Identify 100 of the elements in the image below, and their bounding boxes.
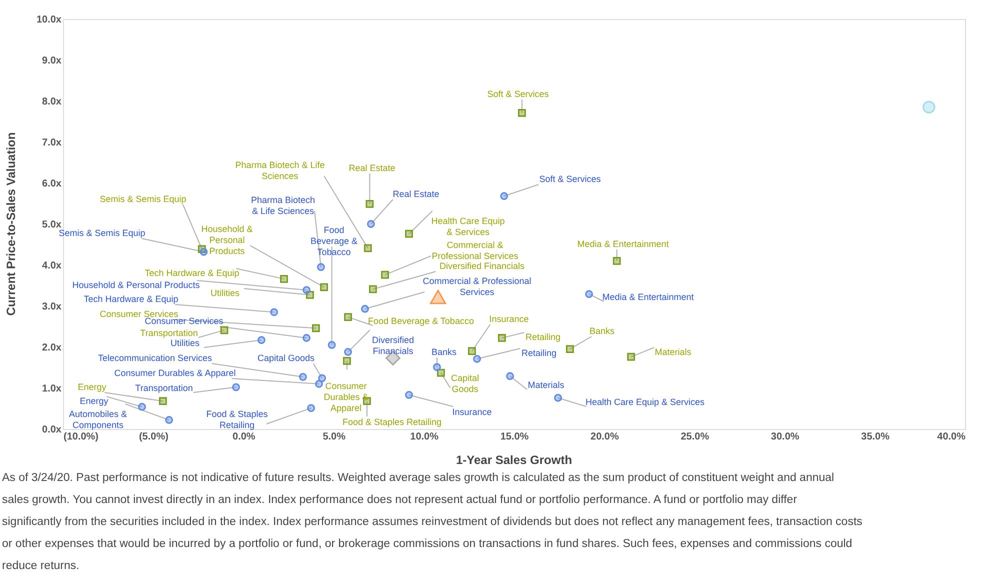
y-tick-label: 4.0x [42,260,62,272]
annotation: Insurance [489,314,529,324]
point [433,363,441,372]
annotation: Banks [589,326,616,336]
x-tick-label: 40.0% [937,432,966,442]
point [430,290,446,304]
point [232,383,240,392]
annotation: Tech Hardware & Equip [144,268,240,278]
annotation: Commercial & Professional Services [422,276,532,297]
y-tick-label: 10.0x [36,14,62,26]
x-axis-title: 1-Year Sales Growth [456,453,572,467]
annotation: Pharma Biotech & Life Sciences [250,195,316,216]
annotation: Real Estate [392,189,440,199]
point [344,348,352,356]
point [585,290,593,298]
point [270,308,278,316]
point [367,220,375,228]
point [364,244,372,252]
annotation: Energy [78,382,107,392]
x-tick-label: 10.0% [410,432,439,442]
y-tick-label: 0.0x [42,424,62,436]
point [317,263,325,271]
point [344,313,352,322]
point [298,372,307,381]
point [328,341,336,349]
x-tick-label: 25.0% [680,432,710,442]
point [405,230,413,238]
point [302,334,310,342]
annotation: Retailing [521,348,557,358]
y-tick-label: 9.0x [42,56,62,66]
point [258,336,266,344]
point [437,368,445,377]
x-tick-label: 15.0% [500,432,529,442]
x-tick-label: (10.0%) [64,432,99,442]
x-tick-label: 0.0% [232,432,256,442]
annotation: Energy [80,396,109,406]
annotation: Consumer Durables & Apparel [324,381,368,413]
annotation: Telecommunication Services [98,353,213,363]
annotation: Media & Entertainment [602,292,694,302]
x-tick-label: 5.0% [322,432,346,442]
y-tick-label: 7.0x [42,138,62,148]
annotation: Diversified Financials [372,335,414,356]
x-tick-label: 30.0% [770,432,800,442]
annotation: Consumer Services [144,316,224,326]
annotation: Household & Personal Products [72,280,200,290]
y-tick-label: 1.0x [42,384,62,394]
y-tick-label: 2.0x [42,342,62,354]
annotation: Insurance [452,407,492,417]
annotation: Transportation [135,383,193,393]
point [159,397,167,406]
y-tick-label: 6.0x [42,178,62,190]
point [318,374,326,382]
point [922,100,936,114]
annotation: Household & Personal Products [201,224,253,256]
annotation: Retailing [525,332,561,342]
annotation: Food & Staples Retailing [342,417,442,427]
annotation: Soft & Services [539,174,602,184]
point [343,357,351,365]
annotation: Health Care Equip & Services [585,397,706,407]
point [302,286,310,294]
point [627,352,636,361]
y-tick-label: 8.0x [42,96,62,108]
annotation: Materials [528,380,565,390]
x-tick-label: 20.0% [590,432,619,442]
point [307,404,315,412]
point [554,394,562,402]
point [312,324,320,332]
point [518,108,526,117]
point [368,285,377,294]
annotation: Banks [431,347,458,357]
point [165,416,174,424]
point [138,402,146,411]
point [381,270,389,279]
y-tick-label: 5.0x [42,220,62,230]
annotation: Utilities [210,288,240,298]
point [200,248,208,256]
y-axis-title: Current Price-to-Sales Valuation [4,132,18,316]
annotation: Soft & Services [487,89,550,99]
annotation: Food & Staples Retailing [206,409,268,430]
point [500,192,508,200]
annotation: Real Estate [348,163,396,173]
point [468,347,476,356]
annotation: Materials [654,347,692,357]
annotation: Automobiles & Components [68,409,128,430]
point [280,275,288,283]
point [315,380,323,388]
point [405,391,413,399]
y-tick-label: 3.0x [42,302,62,312]
annotation: Consumer Durables & Apparel [114,368,236,378]
annotation: Food Beverage & Tobacco [310,225,358,257]
point [566,345,574,353]
point [366,200,374,208]
annotation: Diversified Financials [439,261,526,271]
point [498,334,506,342]
annotation: Transportation [140,328,198,338]
annotation: Media & Entertainment [577,239,670,249]
point [320,283,328,292]
annotation: Capital Goods [450,373,480,394]
annotation: Semis & Semis Equip [58,228,146,238]
text: As of 3/24/20. Past performance is not indicative of future results. Weighted average sales growth is calculated as the sum product of constituent weight and annual sales growth. You cannot invest directly in an index. Index performance does not represent actual fund or portfolio performance. A fund or portfolio may differ significantly from the securities included in the index. Index performance assumes reinvestment of dividends but does not reflect any management fees, transaction costs or other expenses that would be incurred by a portfolio or fund, or brokerage commissions on transactions in fund shares. Such fees, expenses and commissions could reduce returns. [2,472,863,572]
